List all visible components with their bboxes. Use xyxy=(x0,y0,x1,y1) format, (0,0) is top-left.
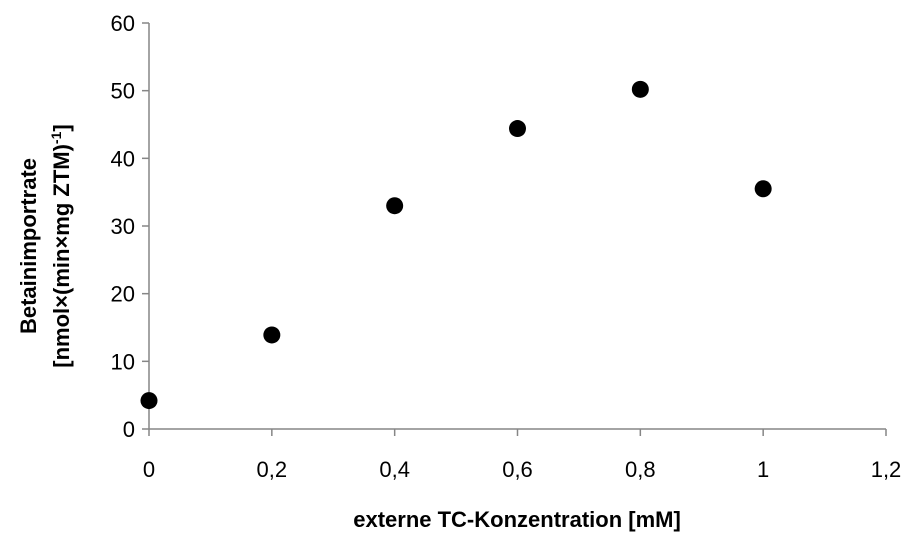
x-axis-title: externe TC-Konzentration [mM] xyxy=(353,507,681,532)
y-axis-title: Betainimportrate [nmol×(min×mg ZTM)-1] xyxy=(16,124,74,367)
plot-area: 0 10 20 30 40 50 60 0 0,2 0,4 0,6 0,8 1 1,2 xyxy=(111,11,902,482)
y-tick-label: 40 xyxy=(111,146,135,171)
x-tick-label: 0,2 xyxy=(257,457,288,482)
y-tick-label: 30 xyxy=(111,214,135,239)
y-axis-title-line1: Betainimportrate xyxy=(16,158,41,334)
x-tick-label: 0 xyxy=(143,457,155,482)
y-tick-label: 20 xyxy=(111,282,135,307)
x-tick-label: 1 xyxy=(757,457,769,482)
y-axis-title-line2: [nmol×(min×mg ZTM)-1] xyxy=(48,124,74,367)
y-tick-label: 0 xyxy=(123,417,135,442)
data-point xyxy=(386,197,404,215)
y-axis-title-close: ] xyxy=(49,124,74,131)
y-tick-label: 60 xyxy=(111,11,135,36)
data-point xyxy=(631,80,649,98)
data-point xyxy=(263,326,281,344)
data-point xyxy=(754,180,772,198)
data-point xyxy=(509,120,526,138)
data-point xyxy=(140,392,158,410)
x-tick-label: 0,8 xyxy=(625,457,656,482)
x-tick-label: 0,4 xyxy=(379,457,410,482)
y-axis-title-unit: [nmol×(min×mg ZTM) xyxy=(49,144,74,368)
y-tick-label: 50 xyxy=(111,79,135,104)
x-tick-label: 0,6 xyxy=(502,457,533,482)
y-axis-title-exponent: -1 xyxy=(48,131,64,144)
x-tick-label: 1,2 xyxy=(871,457,902,482)
y-tick-label: 10 xyxy=(111,349,135,374)
